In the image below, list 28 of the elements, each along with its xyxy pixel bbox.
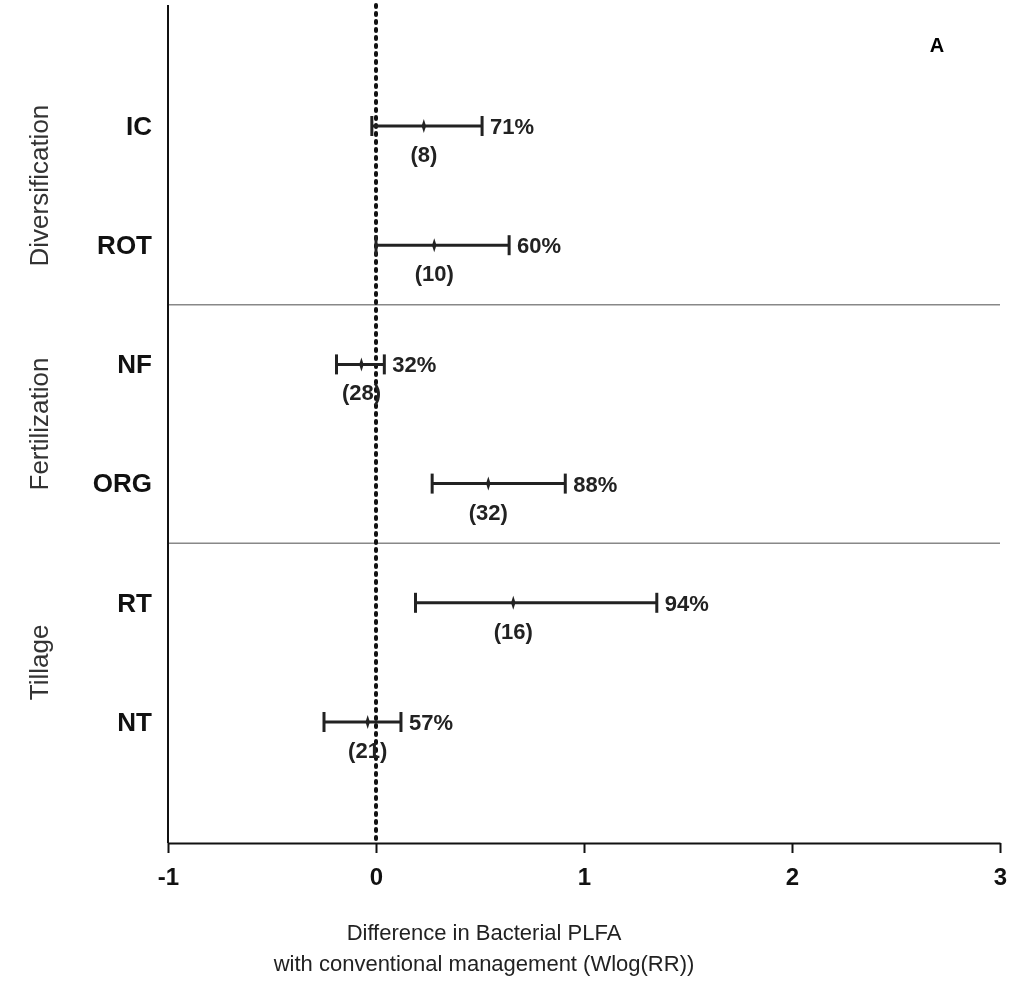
text: Fertilization (24, 357, 54, 491)
annotation: (8) (410, 142, 438, 167)
y-tick-label: RT (117, 587, 153, 618)
annotation: 60% (517, 233, 562, 259)
annotation: (16) (493, 618, 533, 644)
x-tick-label: 0 (369, 862, 384, 890)
y-tick-label: NT (117, 706, 153, 737)
annotation: (32) (468, 499, 508, 525)
x-tick-label: 3 (993, 862, 1008, 890)
annotation: A (929, 34, 945, 56)
x-tick-label: 1 (577, 862, 592, 890)
x-axis-title: Difference in Bacterial PLFA with conventional management (Wlog(RR)) (272, 920, 695, 976)
x-tick-label: 2 (785, 862, 800, 890)
y-tick-label: ORG (92, 468, 152, 499)
x-tick-label: -1 (157, 862, 180, 890)
annotation: 71% (490, 114, 535, 139)
annotation: 57% (408, 710, 454, 735)
annotation: (10) (414, 261, 454, 287)
annotation: (28) (341, 380, 381, 406)
y-tick-label: ROT (97, 230, 153, 261)
annotation: (21) (348, 738, 388, 763)
annotation: 32% (392, 352, 437, 378)
annotation: 88% (573, 471, 618, 497)
annotation: 94% (664, 590, 709, 616)
y-tick-label: IC (126, 110, 153, 141)
y-tick-label: NF (117, 349, 152, 380)
text: Tillage (24, 624, 54, 701)
text: Diversification (24, 104, 54, 267)
